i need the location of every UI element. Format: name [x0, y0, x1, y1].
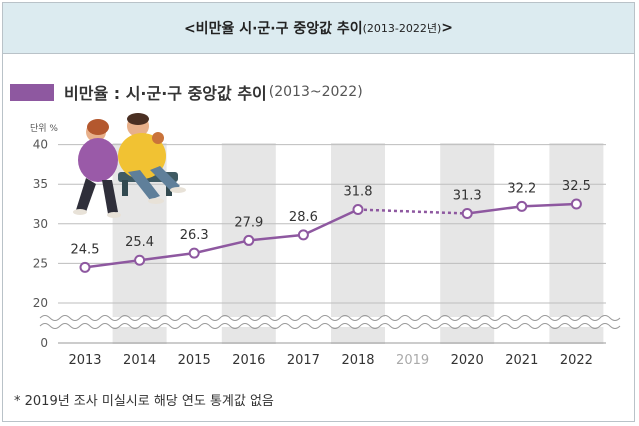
- man-leg: [128, 170, 160, 200]
- data-label: 28.6: [289, 210, 318, 225]
- title-bar: <비만율 시·군·구 중앙값 추이 (2013-2022년) >: [3, 3, 634, 54]
- x-axis-ticks: 2013 2014 2015 2016 2017 2018 2019 2020 2021 2022: [68, 353, 592, 368]
- data-point: [134, 254, 146, 266]
- data-point: [516, 200, 528, 212]
- x-tick-label: 2018: [341, 353, 374, 368]
- title-years: (2013-2022년): [362, 22, 442, 35]
- data-label: 32.5: [562, 179, 591, 194]
- woman-leg: [102, 180, 118, 214]
- legend-label: 비만율 : 시·군·구 중앙값 추이: [64, 84, 267, 103]
- column-band: [440, 143, 495, 344]
- y-tick-label: 35: [33, 177, 48, 191]
- data-point: [461, 208, 473, 220]
- data-points: [79, 198, 582, 273]
- data-point: [243, 234, 255, 246]
- woman-hair: [87, 119, 109, 135]
- title-end: >: [441, 20, 454, 36]
- woman-body: [78, 138, 118, 182]
- data-labels: 24.5 25.4 26.3 27.9 28.6 31.8 31.3 32.2 32.5: [71, 179, 591, 257]
- x-tick-label: 2013: [68, 353, 101, 368]
- series-segment: [302, 208, 359, 237]
- series-segment: [139, 251, 195, 262]
- series-segment: [193, 239, 250, 255]
- data-label: 26.3: [180, 228, 209, 243]
- woman-shoe: [73, 209, 87, 215]
- y-tick-label: 30: [33, 217, 48, 231]
- data-point: [79, 261, 91, 273]
- data-label: 25.4: [125, 235, 154, 250]
- man-leg: [150, 166, 180, 192]
- data-point: [570, 198, 582, 210]
- axis-break-wave: [39, 315, 621, 321]
- column-bands: [112, 143, 604, 344]
- y-tick-label: 0: [40, 336, 48, 350]
- axis-break-gap: [40, 317, 606, 327]
- couple-on-bench-illustration: [73, 113, 186, 218]
- column-band: [331, 143, 385, 344]
- data-point: [297, 229, 309, 241]
- column-band: [549, 143, 604, 344]
- series-segment: [84, 258, 140, 269]
- unit-label: 단위 %: [30, 123, 58, 134]
- series-segment: [521, 202, 577, 208]
- woman-shoe: [107, 212, 121, 218]
- axis-break-wave: [39, 323, 621, 329]
- man-body: [118, 133, 166, 179]
- x-tick-label: 2016: [232, 353, 265, 368]
- footnote: * 2019년 조사 미실시로 해당 연도 통계값 없음: [14, 394, 274, 409]
- x-tick-label: 2019: [396, 353, 429, 368]
- legend-swatch: [10, 83, 54, 101]
- series-segment-dotted: [357, 208, 468, 215]
- series-segment: [467, 205, 522, 215]
- x-tick-label: 2022: [560, 353, 593, 368]
- y-tick-label: 25: [33, 256, 48, 270]
- x-tick-label: 2020: [451, 353, 484, 368]
- data-label: 31.8: [344, 185, 373, 200]
- data-label: 24.5: [71, 242, 100, 257]
- x-tick-label: 2021: [505, 353, 538, 368]
- series-segment: [248, 233, 304, 242]
- data-label: 32.2: [507, 181, 536, 196]
- x-tick-label: 2017: [287, 353, 320, 368]
- legend: 비만율 : 시·군·구 중앙값 추이 (2013~2022): [10, 80, 363, 104]
- axis-break: [39, 315, 621, 329]
- series-line: [84, 202, 577, 269]
- data-point: [188, 247, 200, 259]
- data-point: [352, 204, 364, 216]
- man-shoe: [148, 198, 164, 204]
- infographic-frame: <비만율 시·군·구 중앙값 추이 (2013-2022년) >: [2, 2, 635, 422]
- y-axis-ticks: 0 20 25 30 35 40: [33, 138, 48, 350]
- title-main: <비만율 시·군·구 중앙값 추이: [183, 21, 363, 37]
- bench-leg: [122, 180, 128, 196]
- legend-years: (2013~2022): [268, 84, 363, 100]
- woman-leg: [76, 178, 96, 212]
- burger-icon: [152, 132, 164, 144]
- data-label: 27.9: [234, 215, 263, 230]
- y-tick-label: 40: [33, 138, 48, 152]
- y-tick-label: 20: [33, 296, 48, 310]
- data-label: 31.3: [453, 189, 482, 204]
- man-hair: [127, 113, 149, 125]
- man-shoe: [170, 187, 186, 193]
- x-tick-label: 2014: [123, 353, 156, 368]
- x-tick-label: 2015: [178, 353, 211, 368]
